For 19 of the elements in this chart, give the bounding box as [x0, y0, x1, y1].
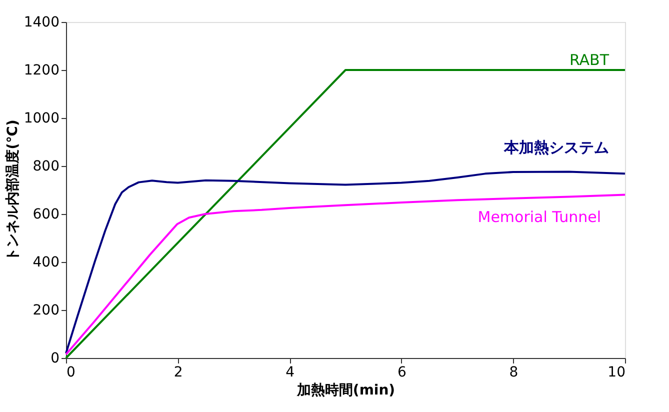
y-tick-label: 1200 — [24, 62, 60, 78]
y-tick-label: 1400 — [24, 14, 60, 30]
x-tick-label: 10 — [608, 364, 626, 380]
y-tick-label: 200 — [32, 302, 60, 318]
y-tick-label: 800 — [32, 158, 60, 174]
y-axis-title: トンネル内部温度(℃) — [4, 120, 21, 262]
x-axis-title: 加熱時間(min) — [296, 382, 396, 398]
y-tick-label: 0 — [50, 350, 60, 366]
x-tick-label: 0 — [66, 364, 76, 380]
y-tick-label: 600 — [32, 206, 60, 222]
y-tick-label: 1000 — [24, 110, 60, 126]
x-tick-label: 4 — [286, 364, 295, 380]
series-label: 本加熱システム — [503, 138, 609, 157]
series-label: RABT — [569, 51, 610, 69]
series-label: Memorial Tunnel — [478, 208, 601, 226]
x-tick-label: 8 — [509, 364, 518, 380]
x-tick-label: 2 — [174, 364, 183, 380]
y-tick-label: 400 — [32, 254, 60, 270]
x-tick-label: 6 — [397, 364, 406, 380]
